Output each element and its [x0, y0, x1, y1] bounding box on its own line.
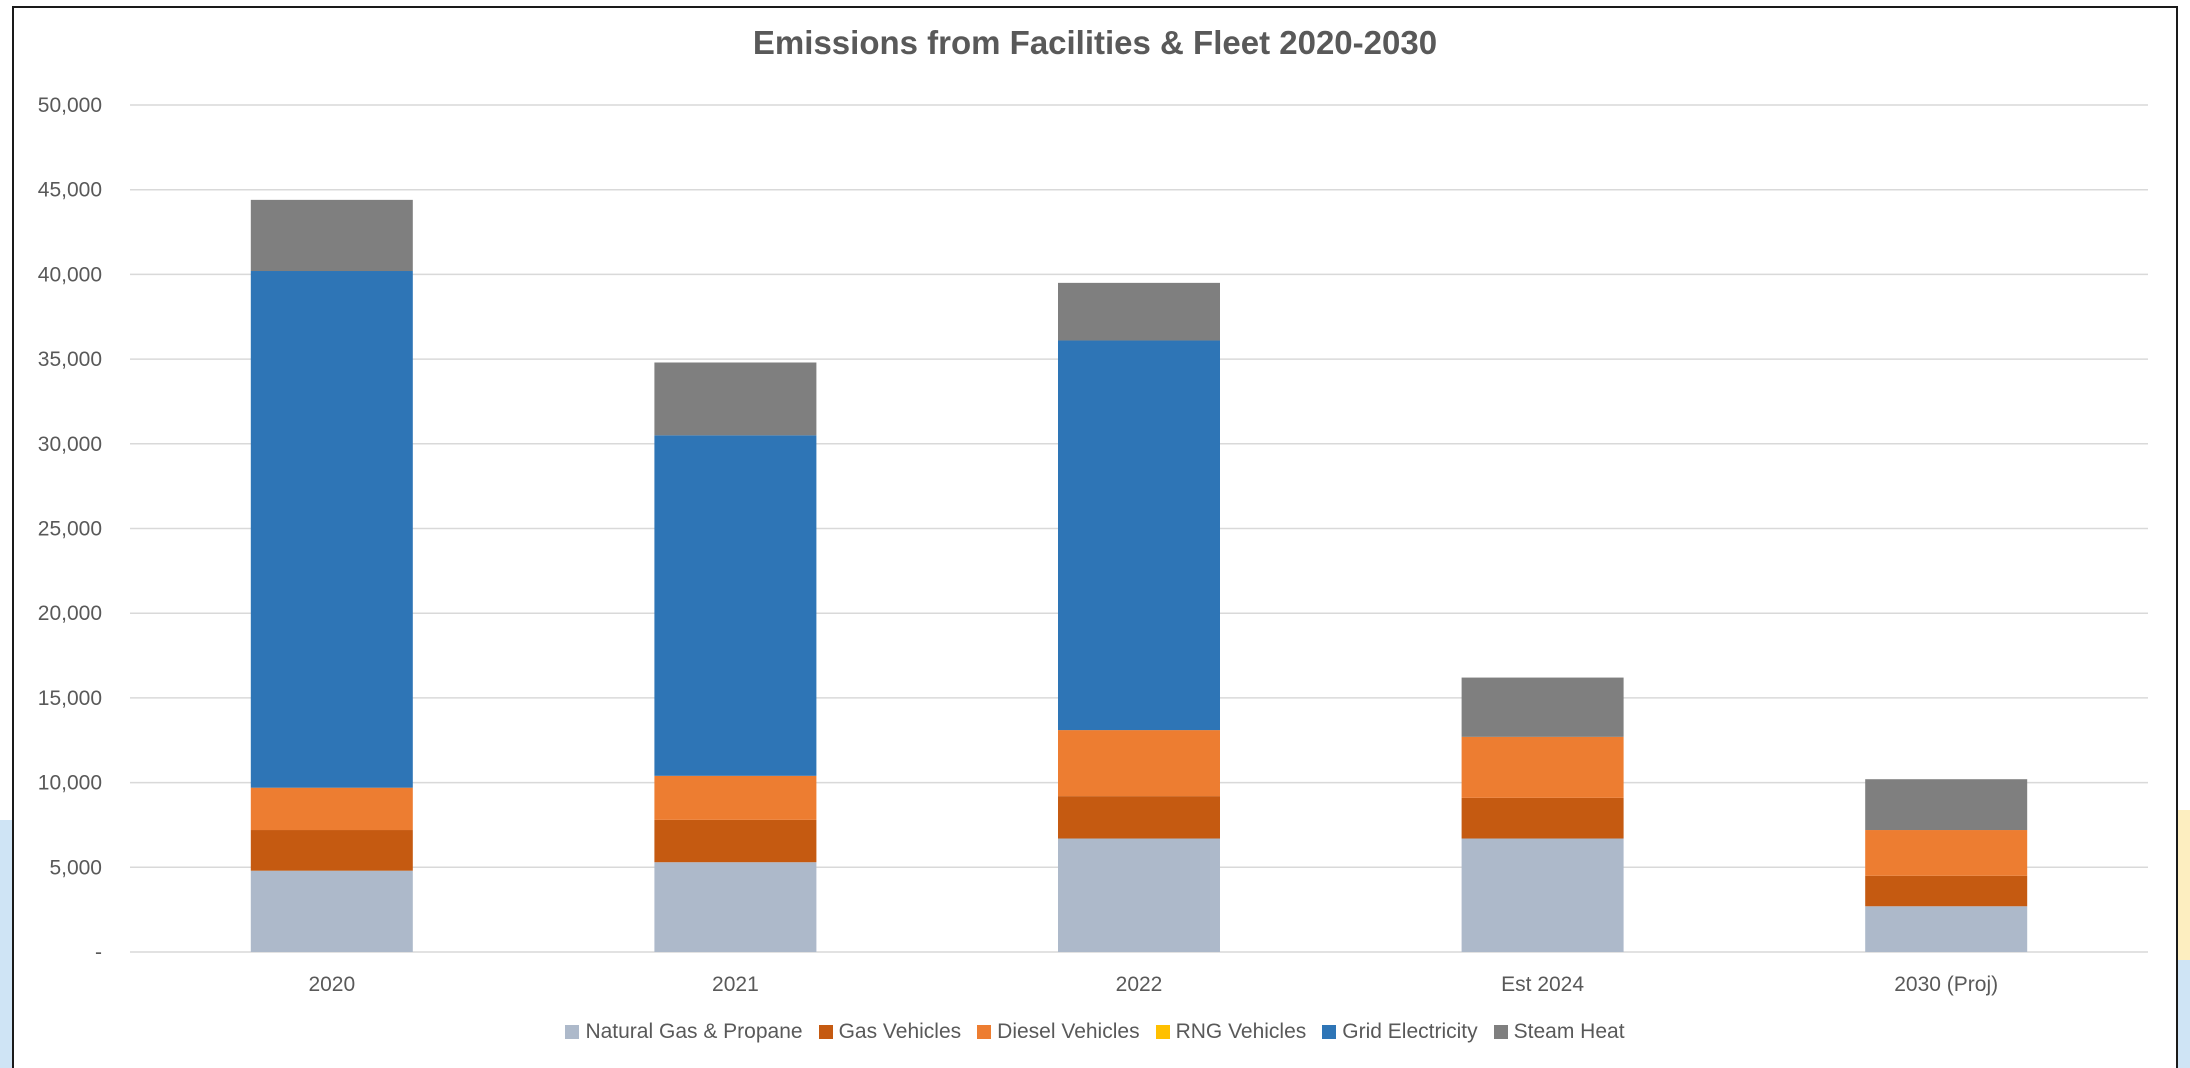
legend-swatch	[1493, 1025, 1508, 1039]
legend-label: RNG Vehicles	[1175, 1020, 1307, 1043]
bar-segment	[1461, 797, 1624, 839]
legend-swatch	[565, 1025, 580, 1039]
y-tick-label: -	[95, 941, 102, 964]
bar-segment	[1865, 830, 2028, 876]
bar-segment	[654, 819, 817, 863]
legend-swatch	[818, 1025, 833, 1039]
y-tick-label: 30,000	[38, 433, 102, 456]
y-tick-label: 15,000	[38, 687, 102, 710]
legend-label: Steam Heat	[1513, 1020, 1625, 1043]
bar-segment	[1461, 838, 1624, 952]
x-tick-label: Est 2024	[1501, 973, 1584, 996]
y-tick-label: 10,000	[38, 772, 102, 795]
legend-swatch	[1155, 1025, 1170, 1039]
legend-item: Natural Gas & Propane	[565, 1020, 803, 1044]
y-tick-label: 25,000	[38, 518, 102, 541]
bar-segment	[250, 870, 413, 952]
x-tick-label: 2022	[1116, 973, 1163, 996]
slide-background-right-blue	[2178, 960, 2190, 1068]
bar-segment	[654, 775, 817, 820]
bar-segment	[1865, 875, 2028, 907]
bar-segment	[250, 830, 413, 871]
bar-segment	[1058, 282, 1220, 341]
legend-item: Diesel Vehicles	[977, 1020, 1140, 1044]
bar-segment	[1865, 779, 2028, 831]
bar-segment	[1058, 340, 1220, 731]
slide-background-left	[0, 820, 14, 1068]
legend-item: RNG Vehicles	[1155, 1020, 1307, 1044]
y-tick-label: 45,000	[38, 179, 102, 202]
bar-segment	[1461, 736, 1624, 798]
bar-segment	[654, 862, 817, 952]
legend-item: Gas Vehicles	[818, 1020, 962, 1044]
y-tick-label: 50,000	[38, 94, 102, 117]
chart-title: Emissions from Facilities & Fleet 2020-2…	[752, 24, 1438, 61]
x-tick-label: 2021	[712, 973, 759, 996]
legend-label: Gas Vehicles	[838, 1020, 962, 1043]
legend-label: Grid Electricity	[1342, 1020, 1478, 1043]
legend-item: Grid Electricity	[1322, 1020, 1478, 1044]
bar-segment	[654, 435, 817, 776]
legend-swatch	[1322, 1025, 1337, 1039]
bar-segment	[1058, 838, 1220, 952]
legend-label: Diesel Vehicles	[997, 1020, 1140, 1043]
y-tick-label: 35,000	[38, 348, 102, 371]
y-tick-label: 20,000	[38, 602, 102, 625]
bar-segment	[250, 271, 413, 788]
legend-item: Steam Heat	[1493, 1020, 1625, 1044]
x-tick-label: 2030 (Proj)	[1894, 973, 1998, 996]
bar-segment	[250, 199, 413, 272]
bar-segment	[1058, 730, 1220, 797]
bar-segment	[250, 787, 413, 831]
bar-segment	[654, 362, 817, 436]
bar-segment	[1058, 796, 1220, 839]
legend-label: Natural Gas & Propane	[585, 1020, 803, 1043]
chart-legend: Natural Gas & Propane Gas Vehicles Diesel …	[0, 1020, 2190, 1044]
bar-segment	[1865, 906, 2028, 952]
legend-swatch	[977, 1025, 992, 1039]
x-tick-label: 2020	[308, 973, 355, 996]
y-tick-label: 40,000	[38, 263, 102, 286]
bar-segment	[1461, 677, 1624, 737]
y-tick-label: 5,000	[49, 856, 102, 879]
